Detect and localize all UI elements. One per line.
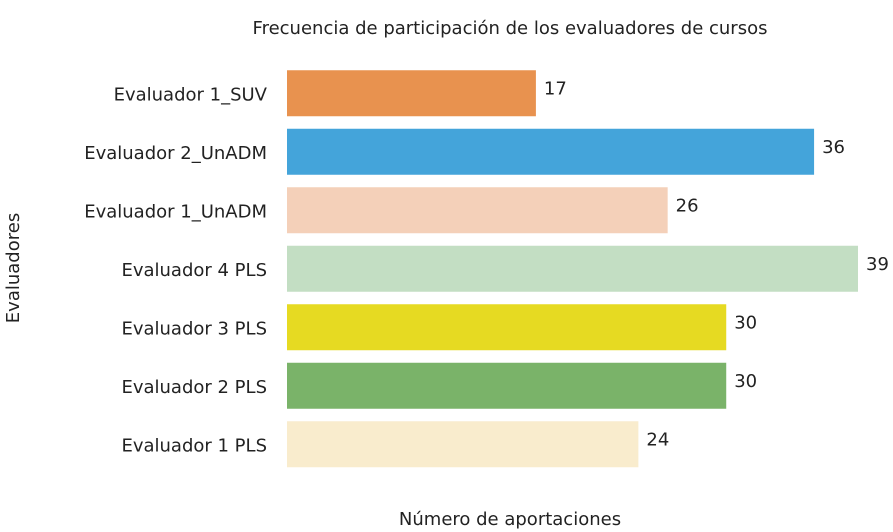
value-label: 30 <box>734 371 757 392</box>
bar <box>287 245 858 292</box>
y-tick-label: Evaluador 1_SUV <box>114 84 268 105</box>
chart-title: Frecuencia de participación de los evalu… <box>253 18 768 39</box>
y-tick-label: Evaluador 3 PLS <box>121 318 267 339</box>
value-label: 30 <box>734 312 757 333</box>
value-label: 39 <box>866 254 889 275</box>
bar <box>287 421 639 468</box>
bar <box>287 362 727 409</box>
y-tick-label: Evaluador 2 PLS <box>121 377 267 398</box>
value-label: 26 <box>676 195 699 216</box>
y-axis-label: Evaluadores <box>3 213 24 323</box>
value-label: 17 <box>544 78 567 99</box>
value-label: 24 <box>646 429 669 450</box>
bar <box>287 304 727 351</box>
bar <box>287 187 668 234</box>
bar <box>287 70 536 117</box>
bar <box>287 128 815 175</box>
y-tick-label: Evaluador 1 PLS <box>121 435 267 456</box>
y-tick-label: Evaluador 4 PLS <box>121 260 267 281</box>
value-label: 36 <box>822 137 845 158</box>
x-axis-label: Número de aportaciones <box>399 509 621 530</box>
y-tick-label: Evaluador 1_UnADM <box>84 201 267 222</box>
y-tick-label: Evaluador 2_UnADM <box>84 143 267 164</box>
